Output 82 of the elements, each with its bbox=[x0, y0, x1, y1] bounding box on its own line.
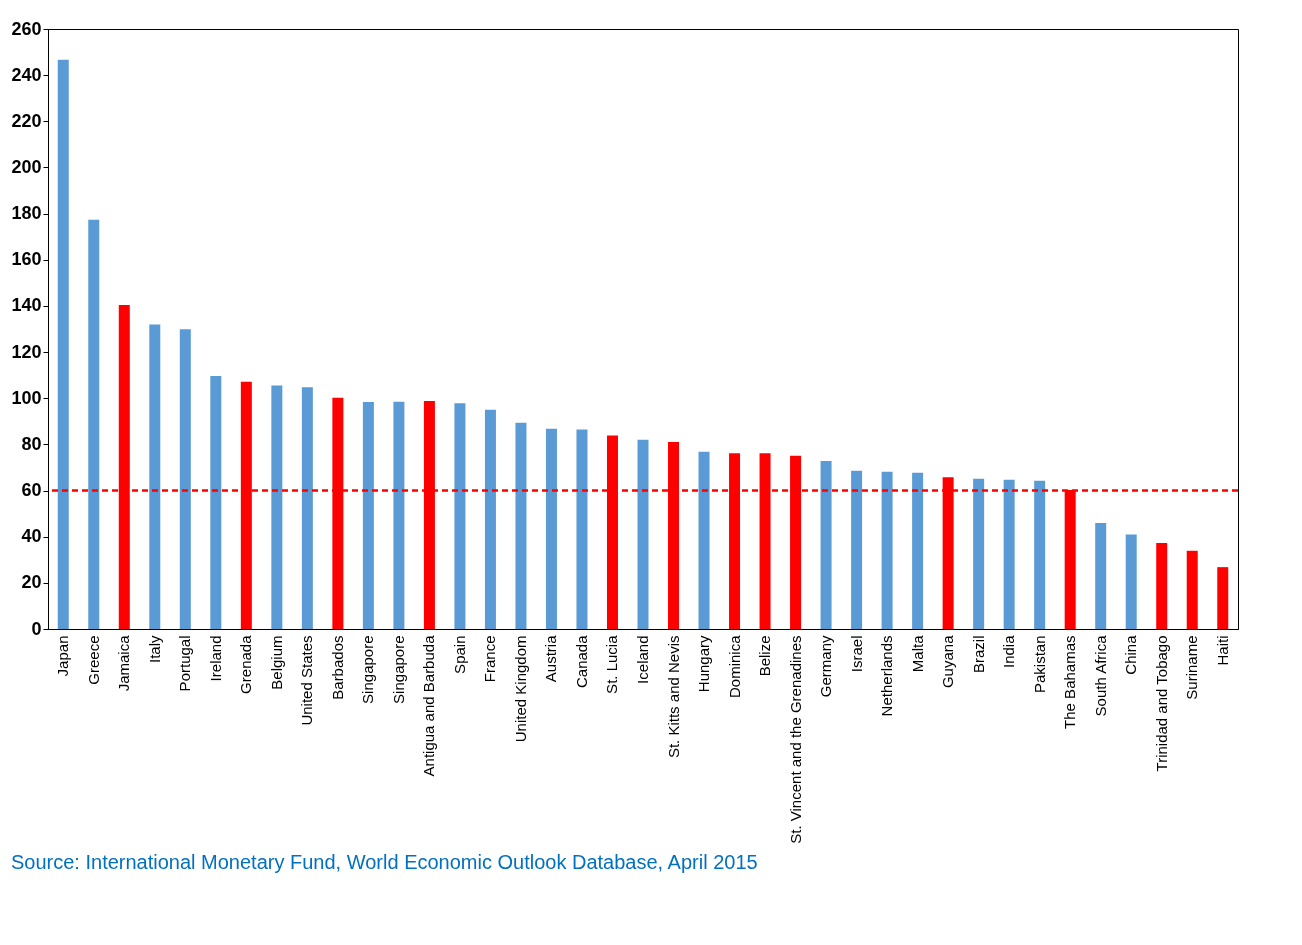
source-note: Source: International Monetary Fund, World Economic Outlook Database, April 2015 bbox=[10, 851, 758, 874]
y-tick-label: 40 bbox=[21, 526, 42, 547]
x-tick-label: Canada bbox=[572, 634, 590, 689]
x-tick-label: China bbox=[1122, 634, 1140, 675]
bar bbox=[851, 470, 863, 629]
y-tick-label: 220 bbox=[11, 110, 42, 131]
y-tick-label: 120 bbox=[11, 341, 42, 362]
bar bbox=[1034, 480, 1046, 629]
x-tick-label: Netherlands bbox=[878, 635, 896, 717]
bar bbox=[820, 461, 832, 629]
y-tick-label: 240 bbox=[11, 64, 42, 85]
x-tick-label: Japan bbox=[54, 635, 72, 677]
x-tick-label: Jamaica bbox=[115, 634, 133, 692]
bar bbox=[149, 324, 161, 629]
x-tick-label: Israel bbox=[847, 635, 865, 673]
x-tick-label: United Kingdom bbox=[511, 635, 529, 743]
bar bbox=[179, 329, 191, 629]
x-tick-label: Antigua and Barbuda bbox=[420, 634, 438, 777]
x-tick-label: United States bbox=[298, 635, 316, 726]
x-tick-label: India bbox=[1000, 634, 1018, 669]
x-tick-label: St. Lucia bbox=[603, 634, 621, 694]
bar bbox=[301, 387, 313, 629]
bar bbox=[1217, 567, 1229, 629]
x-tick-label: Portugal bbox=[176, 635, 194, 692]
x-tick-label: Grenada bbox=[237, 634, 255, 694]
x-tick-label: Guyana bbox=[939, 634, 957, 689]
x-tick-label: Italy bbox=[145, 635, 163, 664]
x-tick-label: Suriname bbox=[1183, 635, 1201, 700]
x-tick-label: Greece bbox=[84, 635, 102, 685]
bar bbox=[1003, 479, 1015, 629]
bar bbox=[515, 422, 527, 629]
y-tick-label: 80 bbox=[21, 433, 42, 454]
x-tick-label: Germany bbox=[817, 635, 835, 698]
x-tick-label: St. Kitts and Nevis bbox=[664, 635, 682, 759]
x-tick-label: Trinidad and Tobago bbox=[1152, 635, 1170, 772]
bar bbox=[1156, 542, 1168, 629]
bar bbox=[973, 478, 985, 629]
x-tick-label: Belize bbox=[756, 635, 774, 677]
bar bbox=[912, 472, 924, 629]
x-tick-label: The Bahamas bbox=[1061, 635, 1079, 729]
x-tick-label: Barbados bbox=[328, 635, 346, 700]
x-tick-label: Malta bbox=[908, 634, 926, 673]
y-tick-label: 180 bbox=[11, 203, 42, 224]
x-tick-label: Austria bbox=[542, 634, 560, 683]
bar bbox=[210, 376, 222, 629]
y-tick-label: 60 bbox=[21, 480, 42, 501]
x-tick-label: Belgium bbox=[267, 635, 285, 690]
bar bbox=[1186, 550, 1198, 629]
bar bbox=[393, 401, 405, 629]
bar bbox=[698, 451, 710, 629]
bar bbox=[1095, 523, 1107, 629]
bar bbox=[637, 439, 649, 629]
bar bbox=[484, 409, 496, 629]
bar bbox=[545, 428, 557, 629]
bar bbox=[576, 429, 588, 629]
bar bbox=[57, 59, 69, 629]
y-tick-label: 140 bbox=[11, 295, 42, 316]
bar bbox=[271, 385, 283, 629]
x-tick-label: Brazil bbox=[969, 635, 987, 674]
bar bbox=[362, 401, 374, 629]
y-tick-label: 0 bbox=[31, 618, 42, 639]
y-tick-label: 260 bbox=[11, 18, 42, 39]
x-tick-label: Pakistan bbox=[1030, 635, 1048, 694]
y-tick-label: 100 bbox=[11, 387, 42, 408]
x-tick-label: South Africa bbox=[1091, 634, 1109, 717]
x-tick-label: St. Vincent and the Grenadines bbox=[786, 635, 804, 844]
x-tick-label: Singapore bbox=[389, 635, 407, 704]
x-tick-label: Dominica bbox=[725, 634, 743, 699]
x-tick-label: France bbox=[481, 635, 499, 683]
x-tick-label: Singapore bbox=[359, 635, 377, 704]
y-tick-label: 160 bbox=[11, 249, 42, 270]
x-tick-label: Iceland bbox=[634, 635, 651, 684]
x-tick-label: Haiti bbox=[1213, 635, 1231, 666]
x-tick-label: Spain bbox=[450, 635, 468, 674]
bar bbox=[881, 471, 893, 629]
bar bbox=[1125, 534, 1137, 629]
y-tick-label: 200 bbox=[11, 156, 42, 177]
x-tick-label: Hungary bbox=[695, 635, 713, 693]
bar bbox=[88, 219, 100, 629]
bar bbox=[454, 403, 466, 629]
y-tick-label: 20 bbox=[21, 572, 42, 593]
x-tick-label: Ireland bbox=[206, 635, 224, 682]
